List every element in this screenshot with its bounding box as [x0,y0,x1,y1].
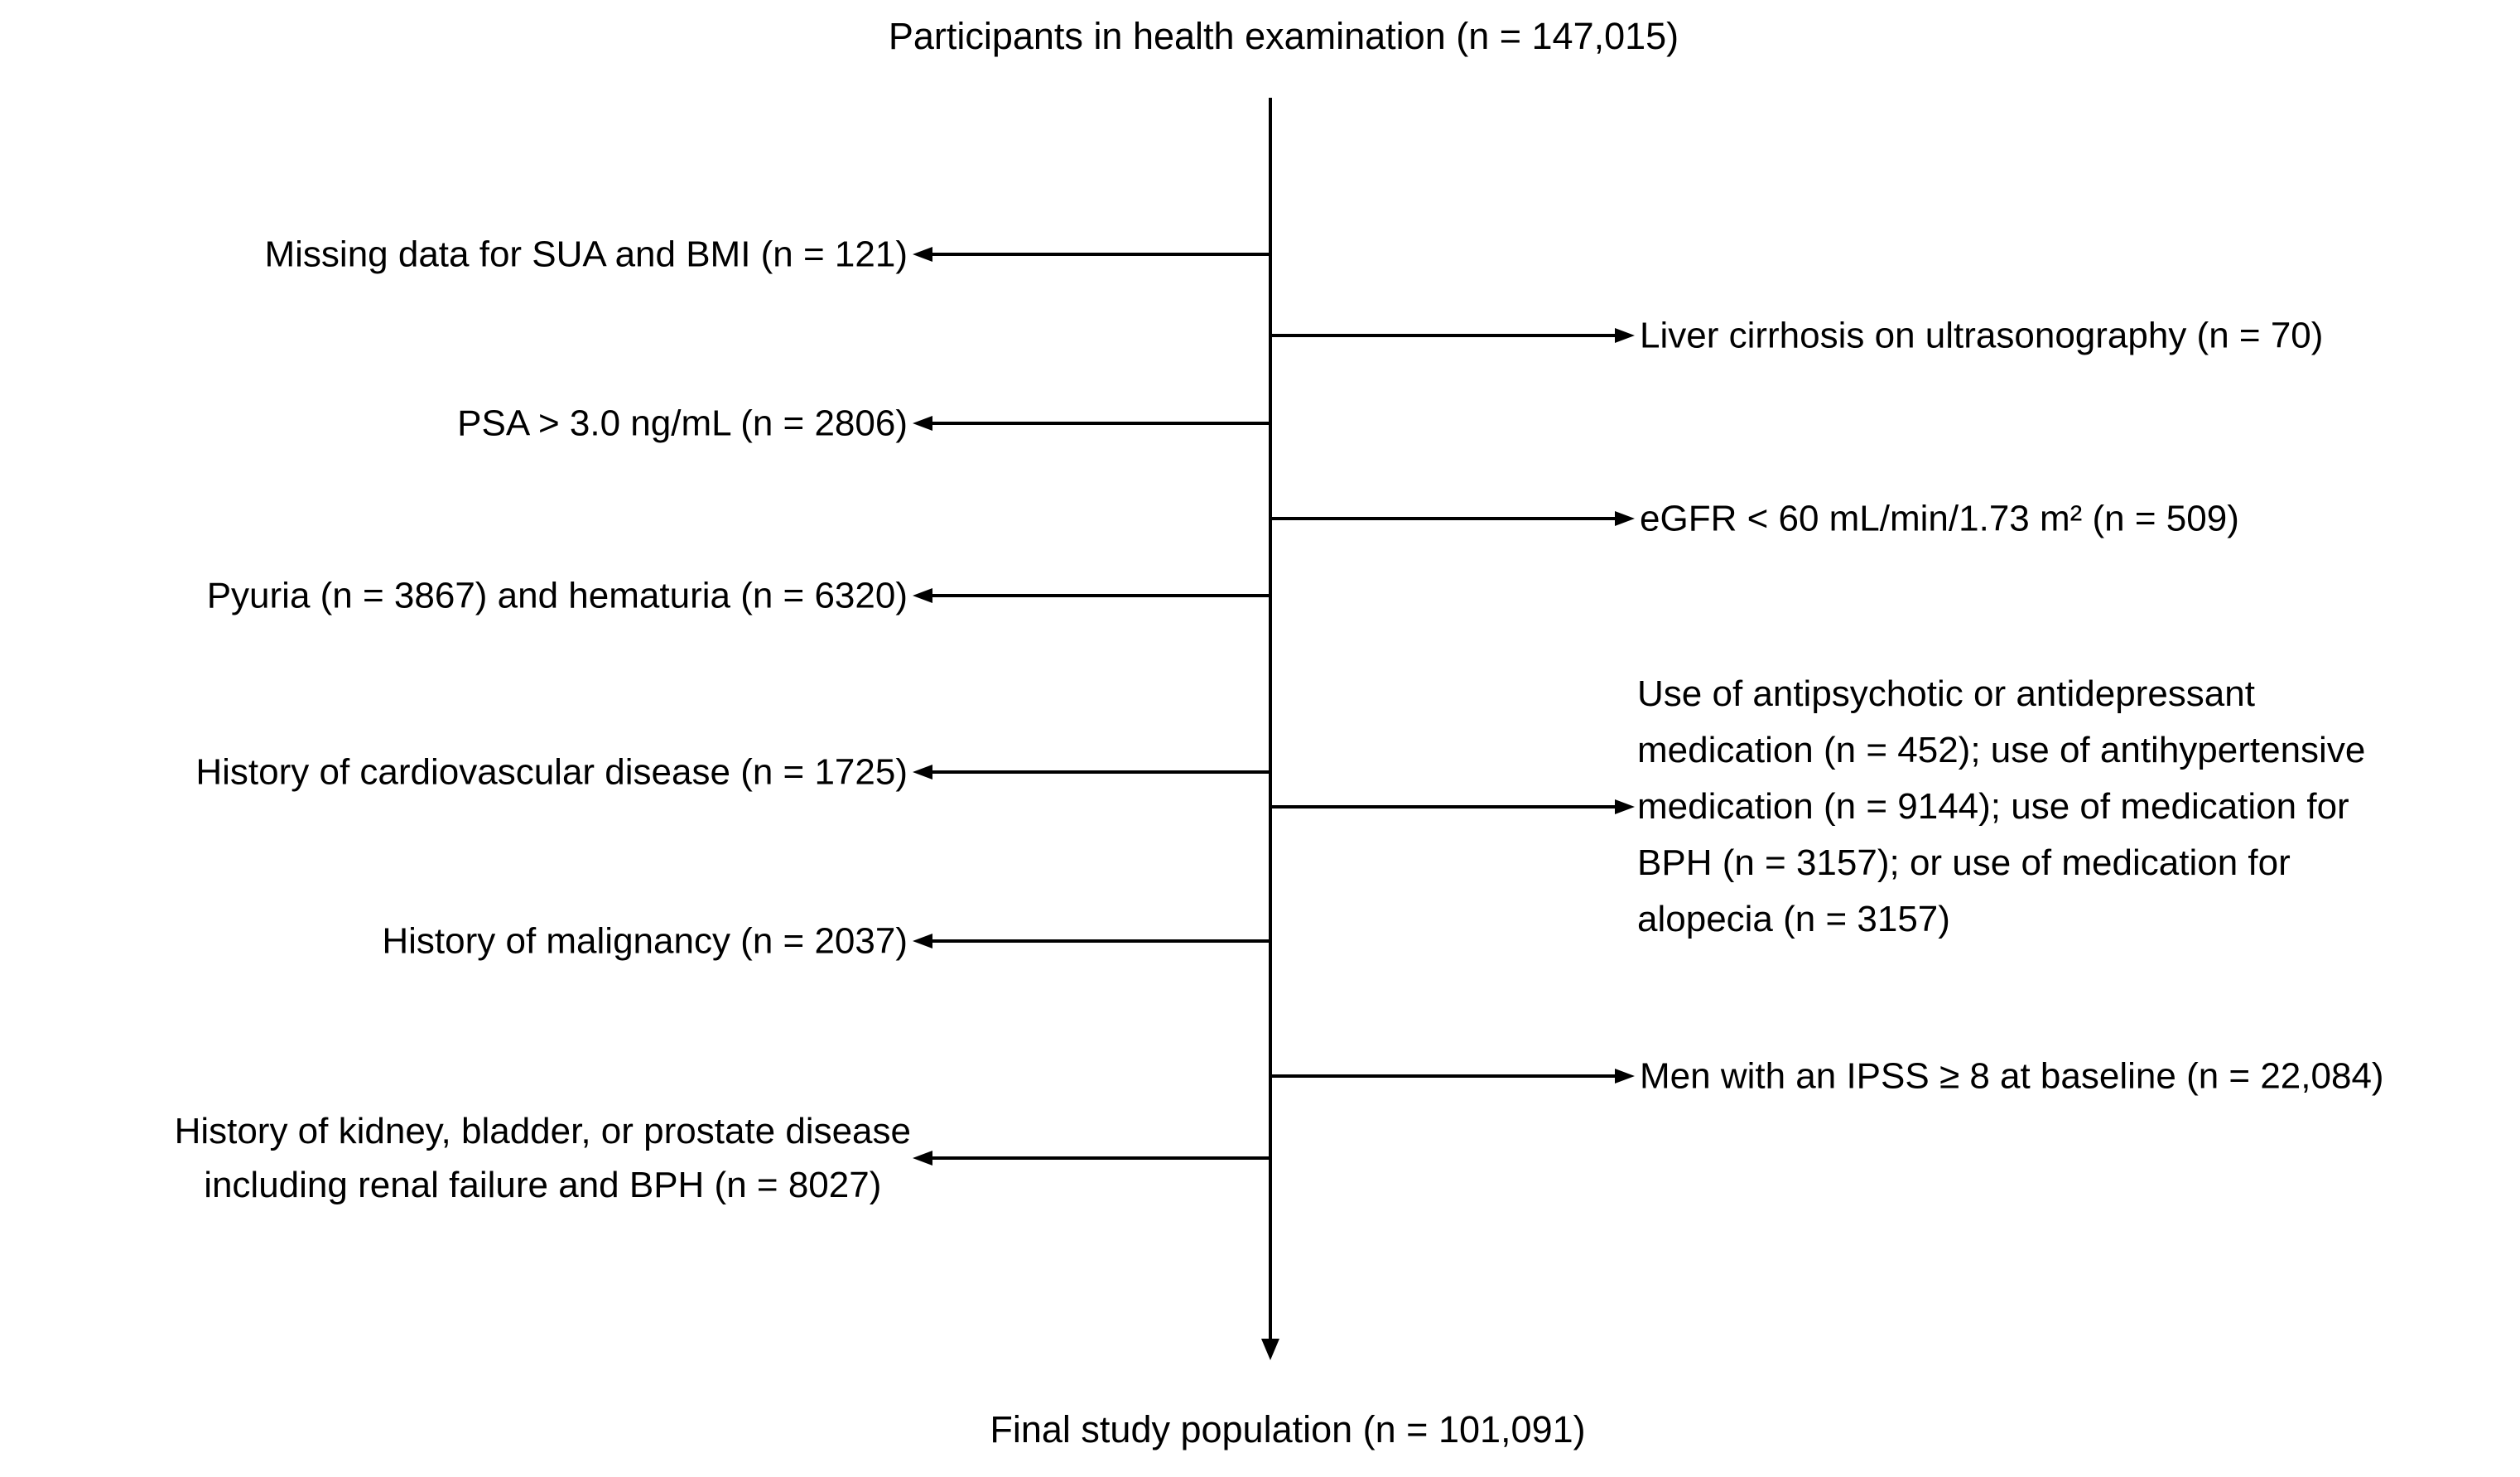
left-arrowhead-6 [913,1151,932,1166]
medication-line-4: BPH (n = 3157); or use of medication for [1637,842,2291,883]
branch-line-left-1 [932,253,1270,256]
branch-line-left-4 [932,770,1270,774]
left-arrowhead-3 [913,588,932,603]
top-node-label: Participants in health examination (n = … [888,14,1679,57]
main-flow-line [1269,98,1272,1339]
right-arrowhead-2 [1615,511,1635,526]
right-arrowhead-4 [1615,1069,1635,1084]
kidney-line-2: including renal failure and BPH (n = 802… [204,1165,882,1205]
exclusion-left-malignancy: History of malignancy (n = 2037) [382,920,908,962]
left-arrowhead-1 [913,247,932,262]
down-arrowhead [1261,1339,1279,1360]
medication-line-1: Use of antipsychotic or antidepressant [1637,673,2255,714]
exclusion-right-medications: Use of antipsychotic or antidepressant m… [1637,666,2365,948]
right-arrowhead-3 [1615,799,1635,814]
final-node-label: Final study population (n = 101,091) [990,1407,1586,1450]
branch-line-left-5 [932,939,1270,943]
exclusion-left-pyuria-hematuria: Pyuria (n = 3867) and hematuria (n = 632… [206,575,908,616]
exclusion-right-egfr: eGFR < 60 mL/min/1.73 m² (n = 509) [1640,498,2239,539]
branch-line-right-2 [1270,517,1615,520]
branch-line-right-1 [1270,334,1615,337]
right-arrowhead-1 [1615,328,1635,343]
branch-line-left-3 [932,594,1270,597]
branch-line-left-6 [932,1156,1270,1160]
exclusion-left-cardiovascular: History of cardiovascular disease (n = 1… [195,751,908,793]
kidney-line-1: History of kidney, bladder, or prostate … [174,1111,911,1151]
exclusion-left-psa: PSA > 3.0 ng/mL (n = 2806) [457,403,908,444]
exclusion-right-liver-cirrhosis: Liver cirrhosis on ultrasonography (n = … [1640,315,2324,356]
left-arrowhead-4 [913,765,932,780]
exclusion-left-missing-data: Missing data for SUA and BMI (n = 121) [264,234,908,275]
exclusion-left-kidney-bladder-prostate: History of kidney, bladder, or prostate … [175,1104,911,1212]
branch-line-right-3 [1270,805,1615,808]
left-arrowhead-5 [913,934,932,948]
medication-line-5: alopecia (n = 3157) [1637,899,1950,939]
branch-line-left-2 [932,422,1270,425]
medication-line-2: medication (n = 452); use of antihyperte… [1637,730,2366,770]
exclusion-right-ipss: Men with an IPSS ≥ 8 at baseline (n = 22… [1640,1055,2384,1097]
branch-line-right-4 [1270,1074,1615,1078]
medication-line-3: medication (n = 9144); use of medication… [1637,786,2349,827]
left-arrowhead-2 [913,416,932,431]
